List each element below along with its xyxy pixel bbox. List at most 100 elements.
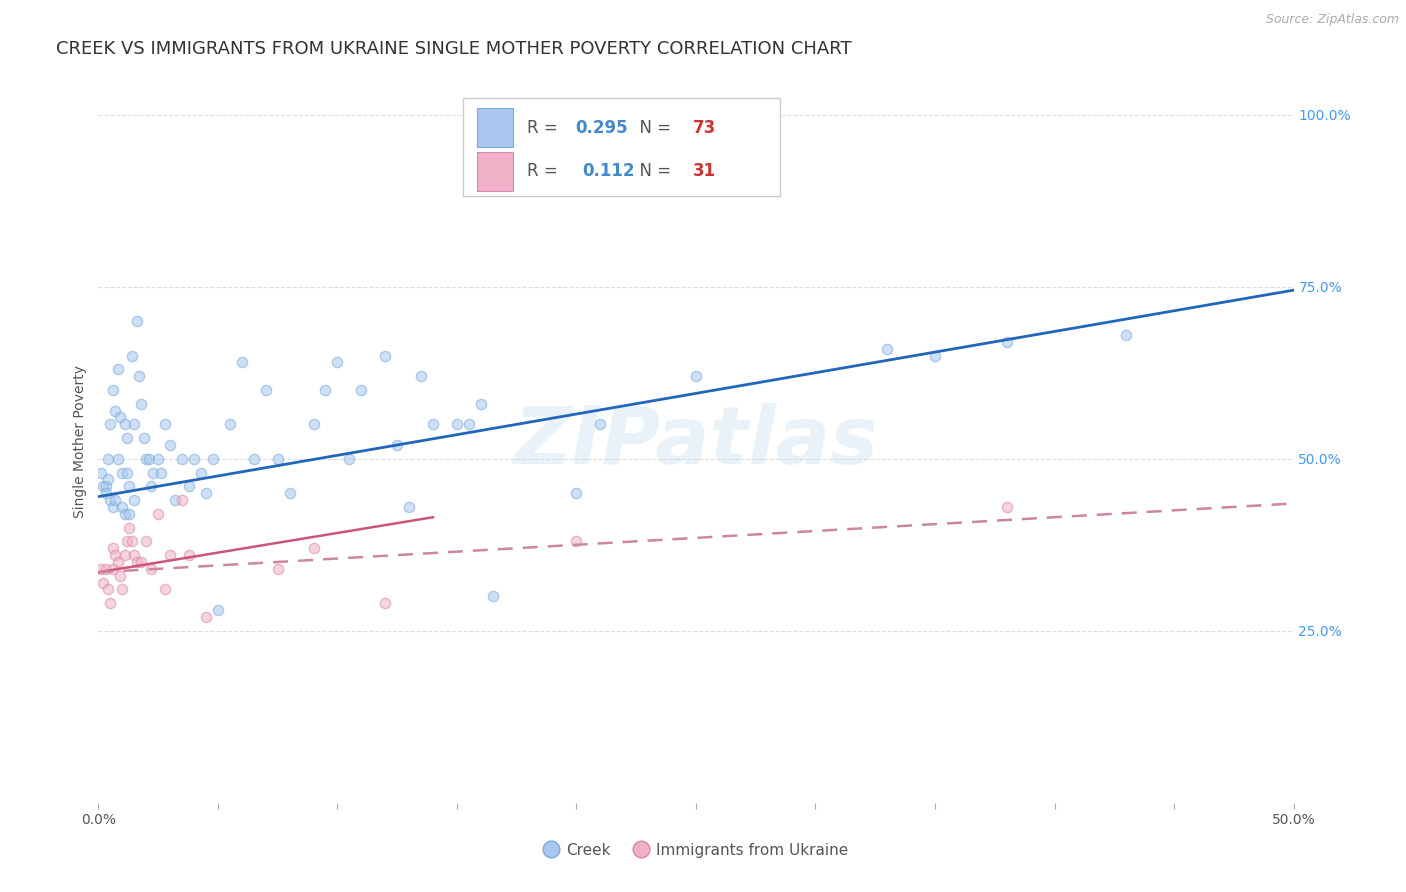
- Text: 0.295: 0.295: [575, 119, 628, 136]
- Point: [254, 383, 277, 397]
- Point: [385, 438, 409, 452]
- Point: [172, 451, 194, 466]
- Point: [172, 493, 194, 508]
- Point: [90, 562, 112, 576]
- Point: [91, 575, 114, 590]
- Point: [97, 472, 120, 486]
- Text: 73: 73: [692, 119, 716, 136]
- Point: [924, 349, 946, 363]
- Point: [111, 466, 134, 480]
- Text: 31: 31: [692, 162, 716, 180]
- Point: [118, 479, 141, 493]
- Point: [446, 417, 468, 432]
- Point: [195, 610, 218, 624]
- Point: [315, 383, 337, 397]
- Point: [149, 466, 172, 480]
- Point: [139, 562, 162, 576]
- Point: [125, 555, 148, 569]
- Point: [411, 369, 433, 384]
- Point: [131, 397, 153, 411]
- Text: 0.112: 0.112: [582, 162, 636, 180]
- Point: [148, 451, 170, 466]
- Point: [267, 562, 290, 576]
- Point: [565, 486, 588, 500]
- Text: N =: N =: [628, 119, 676, 136]
- Point: [111, 500, 134, 514]
- FancyBboxPatch shape: [477, 108, 513, 147]
- Point: [148, 507, 170, 521]
- Point: [114, 507, 136, 521]
- Point: [470, 397, 492, 411]
- Point: [107, 555, 129, 569]
- Point: [374, 596, 396, 610]
- Point: [94, 562, 117, 576]
- Point: [125, 314, 148, 328]
- Point: [876, 342, 898, 356]
- Text: Source: ZipAtlas.com: Source: ZipAtlas.com: [1265, 13, 1399, 27]
- Point: [118, 520, 141, 534]
- Point: [995, 334, 1018, 349]
- Point: [219, 417, 242, 432]
- Point: [155, 417, 177, 432]
- Point: [94, 479, 117, 493]
- Text: N =: N =: [628, 162, 676, 180]
- Point: [159, 548, 181, 562]
- Point: [1115, 327, 1137, 342]
- Point: [124, 493, 146, 508]
- Point: [124, 548, 146, 562]
- Point: [302, 541, 325, 556]
- FancyBboxPatch shape: [463, 98, 780, 196]
- Point: [101, 383, 124, 397]
- Point: [398, 500, 420, 514]
- Point: [107, 362, 129, 376]
- Point: [159, 438, 181, 452]
- Point: [115, 466, 138, 480]
- Point: [91, 479, 114, 493]
- Point: [114, 417, 136, 432]
- Point: [422, 417, 444, 432]
- Point: [107, 451, 129, 466]
- Point: [374, 349, 396, 363]
- Point: [131, 555, 153, 569]
- Point: [995, 500, 1018, 514]
- Point: [179, 548, 201, 562]
- Point: [115, 534, 138, 549]
- Point: [195, 486, 218, 500]
- Point: [302, 417, 325, 432]
- Point: [589, 417, 612, 432]
- Point: [104, 403, 127, 417]
- Text: R =: R =: [527, 119, 564, 136]
- Point: [458, 417, 481, 432]
- Point: [94, 486, 117, 500]
- Text: ZIPatlas: ZIPatlas: [513, 402, 879, 481]
- Point: [183, 451, 205, 466]
- Point: [481, 590, 505, 604]
- Point: [108, 410, 131, 425]
- Point: [101, 500, 124, 514]
- Point: [101, 562, 124, 576]
- Point: [155, 582, 177, 597]
- Y-axis label: Single Mother Poverty: Single Mother Poverty: [73, 365, 87, 518]
- Point: [108, 568, 131, 582]
- Point: [101, 541, 124, 556]
- Point: [115, 431, 138, 445]
- Point: [118, 507, 141, 521]
- Point: [179, 479, 201, 493]
- Point: [97, 451, 120, 466]
- Point: [138, 451, 160, 466]
- Point: [202, 451, 225, 466]
- Legend: Creek, Immigrants from Ukraine: Creek, Immigrants from Ukraine: [537, 837, 855, 863]
- Point: [326, 355, 349, 369]
- Point: [132, 431, 155, 445]
- Point: [350, 383, 373, 397]
- Point: [339, 451, 361, 466]
- Point: [135, 534, 157, 549]
- Point: [190, 466, 212, 480]
- Point: [135, 451, 157, 466]
- Text: R =: R =: [527, 162, 568, 180]
- Point: [97, 582, 120, 597]
- Point: [104, 548, 127, 562]
- Point: [124, 417, 146, 432]
- Point: [121, 349, 143, 363]
- Point: [565, 534, 588, 549]
